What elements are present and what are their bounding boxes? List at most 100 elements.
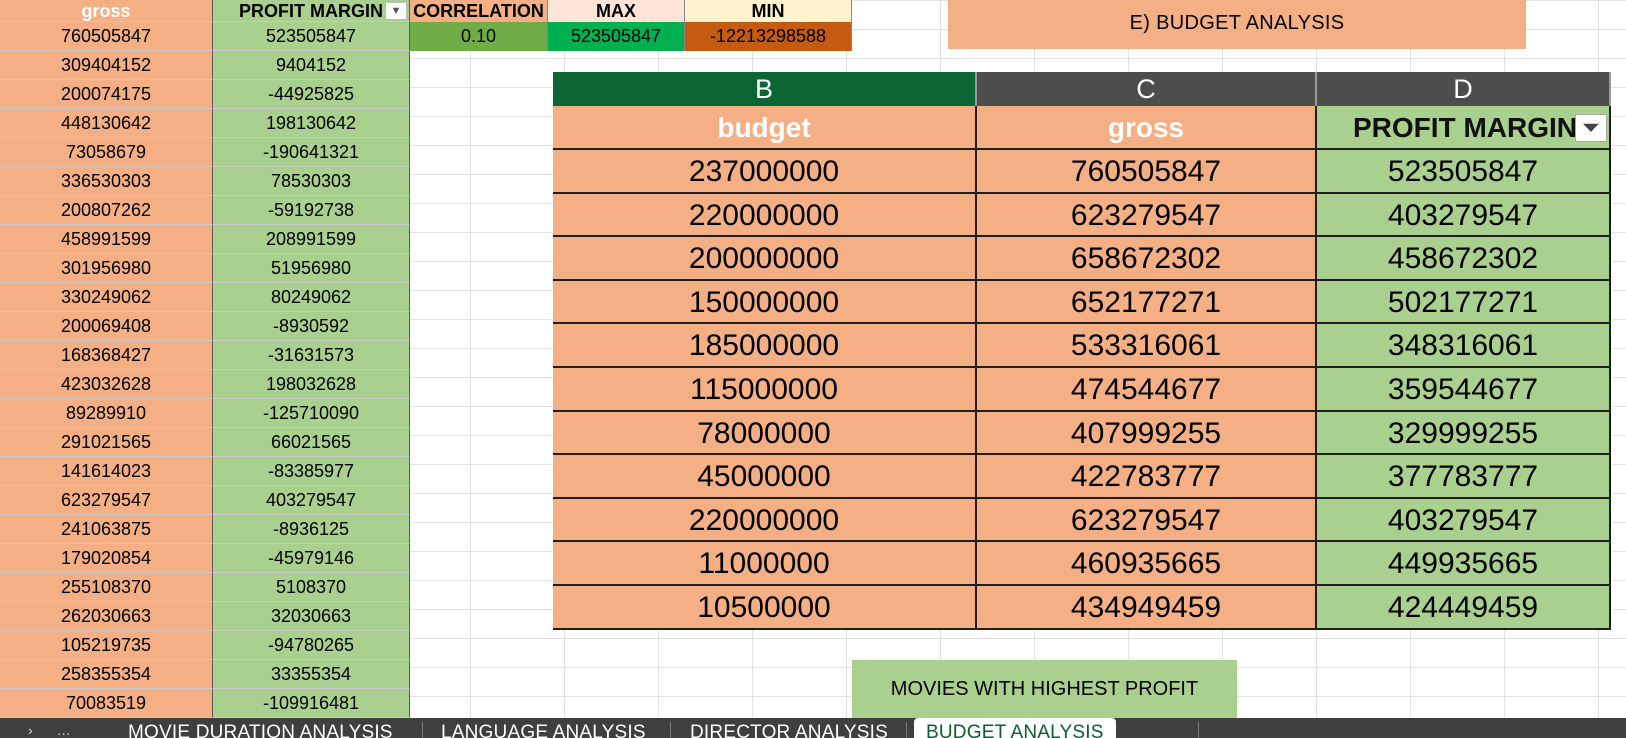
profit-margin-cell[interactable]: 403279547 (213, 486, 410, 515)
gross-cell[interactable]: 407999255 (977, 411, 1317, 456)
min-value[interactable]: -12213298588 (685, 22, 852, 51)
gross-cell[interactable]: 458991599 (0, 225, 213, 254)
profit-margin-cell[interactable]: 5108370 (213, 573, 410, 602)
max-value[interactable]: 523505847 (548, 22, 685, 51)
tab-language-analysis[interactable]: LANGUAGE ANALYSIS (441, 722, 646, 738)
gross-cell[interactable]: 623279547 (0, 486, 213, 515)
budget-cell[interactable]: 150000000 (553, 280, 977, 325)
gross-cell[interactable]: 89289910 (0, 399, 213, 428)
profit-margin-cell[interactable]: 424449459 (1317, 585, 1611, 630)
profit-margin-header[interactable]: PROFIT MARGIN ⏷ (1317, 106, 1611, 150)
profit-margin-cell[interactable]: 502177271 (1317, 280, 1611, 325)
gross-cell[interactable]: 141614023 (0, 457, 213, 486)
profit-margin-cell[interactable]: -59192738 (213, 196, 410, 225)
profit-margin-cell[interactable]: -190641321 (213, 138, 410, 167)
column-letter-c[interactable]: C (977, 72, 1317, 106)
profit-margin-cell[interactable]: 32030663 (213, 602, 410, 631)
gross-cell[interactable]: 200074175 (0, 80, 213, 109)
profit-margin-cell[interactable]: 208991599 (213, 225, 410, 254)
tab-movie-duration-analysis[interactable]: MOVIE DURATION ANALYSIS (128, 722, 393, 738)
tab-scroll-controls[interactable]: › … (28, 722, 71, 738)
budget-cell[interactable]: 200000000 (553, 237, 977, 281)
gross-cell[interactable]: 623279547 (977, 193, 1317, 238)
profit-margin-cell[interactable]: -8936125 (213, 515, 410, 544)
profit-margin-cell[interactable]: 66021565 (213, 428, 410, 457)
gross-cell[interactable]: 422783777 (977, 455, 1317, 499)
gross-cell[interactable]: 760505847 (977, 150, 1317, 194)
profit-margin-cell[interactable]: 458672302 (1317, 237, 1611, 281)
profit-margin-cell[interactable]: -8930592 (213, 312, 410, 341)
budget-cell[interactable]: 11000000 (553, 542, 977, 586)
gross-cell[interactable]: 200069408 (0, 312, 213, 341)
budget-cell[interactable]: 220000000 (553, 498, 977, 543)
budget-cell[interactable]: 78000000 (553, 411, 977, 456)
budget-cell[interactable]: 185000000 (553, 324, 977, 368)
gross-cell[interactable]: 652177271 (977, 280, 1317, 325)
min-label[interactable]: MIN (685, 0, 852, 22)
gross-header[interactable]: gross (977, 106, 1317, 150)
correlation-label[interactable]: CORRELATION (410, 0, 548, 22)
tab-director-analysis[interactable]: DIRECTOR ANALYSIS (690, 722, 889, 738)
filter-applied-icon[interactable]: ⏷ (1575, 114, 1607, 142)
gross-cell[interactable]: 200807262 (0, 196, 213, 225)
tab-budget-analysis[interactable]: BUDGET ANALYSIS (914, 718, 1116, 738)
profit-margin-cell[interactable]: 523505847 (1317, 150, 1611, 194)
gross-cell[interactable]: 73058679 (0, 138, 213, 167)
gross-cell[interactable]: 533316061 (977, 324, 1317, 368)
profit-margin-cell[interactable]: -109916481 (213, 689, 410, 718)
gross-cell[interactable]: 105219735 (0, 631, 213, 660)
gross-cell[interactable]: 434949459 (977, 585, 1317, 630)
profit-margin-cell[interactable]: 33355354 (213, 660, 410, 689)
profit-margin-cell[interactable]: 377783777 (1317, 455, 1611, 499)
column-letter-b[interactable]: B (553, 72, 977, 106)
gross-cell[interactable]: 179020854 (0, 544, 213, 573)
profit-margin-cell[interactable]: 198130642 (213, 109, 410, 138)
profit-margin-cell[interactable]: -83385977 (213, 457, 410, 486)
gross-cell[interactable]: 309404152 (0, 51, 213, 80)
profit-margin-cell[interactable]: -44925825 (213, 80, 410, 109)
gross-cell[interactable]: 291021565 (0, 428, 213, 457)
gross-cell[interactable]: 336530303 (0, 167, 213, 196)
profit-margin-cell[interactable]: -125710090 (213, 399, 410, 428)
gross-cell[interactable]: 262030663 (0, 602, 213, 631)
gross-cell[interactable]: 301956980 (0, 254, 213, 283)
profit-margin-cell[interactable]: 403279547 (1317, 498, 1611, 543)
gross-cell[interactable]: 423032628 (0, 370, 213, 399)
profit-margin-cell[interactable]: 449935665 (1317, 542, 1611, 586)
gross-cell[interactable]: 258355354 (0, 660, 213, 689)
gross-cell[interactable]: 448130642 (0, 109, 213, 138)
profit-margin-cell[interactable]: 359544677 (1317, 367, 1611, 412)
gross-cell[interactable]: 330249062 (0, 283, 213, 312)
budget-cell[interactable]: 237000000 (553, 150, 977, 194)
profit-margin-cell[interactable]: -45979146 (213, 544, 410, 573)
budget-cell[interactable]: 45000000 (553, 455, 977, 499)
profit-margin-cell[interactable]: 523505847 (213, 22, 410, 51)
budget-cell[interactable]: 220000000 (553, 193, 977, 238)
highest-profit-caption[interactable]: MOVIES WITH HIGHEST PROFIT MARGIN (852, 660, 1237, 738)
gross-cell[interactable]: 241063875 (0, 515, 213, 544)
profit-margin-cell[interactable]: -31631573 (213, 341, 410, 370)
filter-dropdown-icon[interactable]: ▼ (385, 2, 407, 20)
budget-analysis-title[interactable]: E) BUDGET ANALYSIS (948, 0, 1526, 49)
profit-margin-cell[interactable]: 78530303 (213, 167, 410, 196)
more-tabs-icon[interactable]: … (56, 722, 71, 738)
profit-margin-header[interactable]: PROFIT MARGIN ▼ (213, 0, 410, 22)
column-letter-d[interactable]: D (1317, 72, 1611, 106)
budget-cell[interactable]: 10500000 (553, 585, 977, 630)
profit-margin-cell[interactable]: 51956980 (213, 254, 410, 283)
profit-margin-cell[interactable]: 403279547 (1317, 193, 1611, 238)
gross-header[interactable]: gross (0, 0, 213, 22)
profit-margin-cell[interactable]: 9404152 (213, 51, 410, 80)
gross-cell[interactable]: 255108370 (0, 573, 213, 602)
profit-margin-cell[interactable]: 329999255 (1317, 411, 1611, 456)
budget-cell[interactable]: 115000000 (553, 367, 977, 412)
budget-header[interactable]: budget (553, 106, 977, 150)
correlation-value[interactable]: 0.10 (410, 22, 548, 51)
profit-margin-cell[interactable]: 348316061 (1317, 324, 1611, 368)
gross-cell[interactable]: 760505847 (0, 22, 213, 51)
profit-margin-cell[interactable]: 198032628 (213, 370, 410, 399)
tab-prev-icon[interactable]: › (28, 722, 33, 738)
profit-margin-cell[interactable]: 80249062 (213, 283, 410, 312)
gross-cell[interactable]: 460935665 (977, 542, 1317, 586)
gross-cell[interactable]: 623279547 (977, 498, 1317, 543)
